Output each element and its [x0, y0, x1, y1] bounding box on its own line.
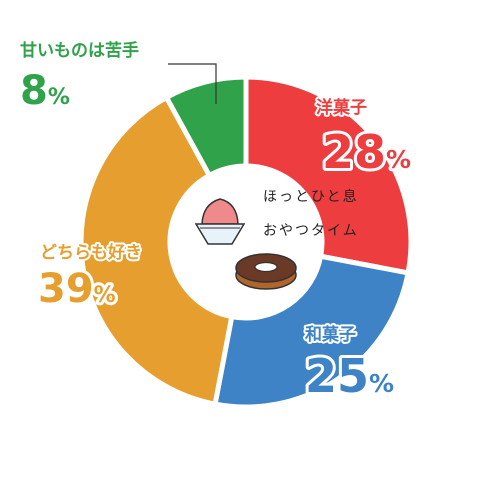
label-japanese-sweets: 和菓子 — [305, 325, 356, 345]
label-sweets-dislike: 甘いものは苦手 — [20, 40, 139, 61]
value-unit-western-sweets: % — [386, 145, 411, 174]
label-western-sweets: 洋菓子 — [316, 97, 367, 118]
slice-japanese-sweets — [212, 253, 412, 410]
value-japanese-sweets: 25% — [305, 349, 394, 403]
value-unit-japanese-sweets: % — [369, 369, 394, 398]
value-unit-sweets-dislike: % — [48, 85, 70, 110]
leader-line-sweets-dislike — [168, 63, 217, 104]
donut-icon — [235, 253, 297, 290]
center-label-line-1: ほっとひと息 — [263, 188, 359, 205]
slice-sweets-dislike — [163, 74, 249, 179]
slice-group — [78, 74, 414, 410]
slice-western-sweets — [243, 74, 414, 276]
value-western-sweets: 28% — [322, 125, 411, 179]
value-unit-both: % — [94, 283, 116, 308]
slice-both — [78, 94, 235, 408]
value-sweets-dislike: 8% — [20, 68, 70, 114]
center-label-line-2: おやつタイム — [263, 223, 359, 239]
label-both: どちらも好き — [40, 242, 142, 263]
shaved-ice-icon — [194, 198, 246, 245]
